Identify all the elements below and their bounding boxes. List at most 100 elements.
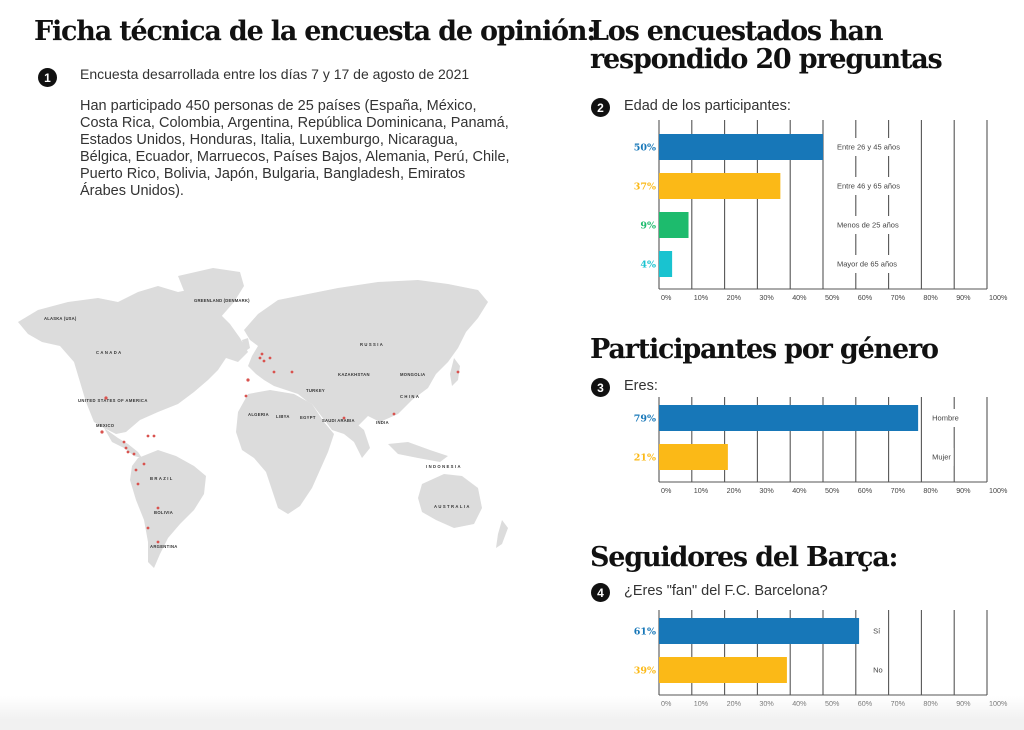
tick-label: 60% <box>858 293 873 302</box>
bar <box>659 618 860 644</box>
category-label: Sí <box>873 627 881 636</box>
africa <box>236 390 334 514</box>
survey-date-text: Encuesta desarrollada entre los días 7 y… <box>80 66 470 82</box>
bar <box>659 134 823 160</box>
map-label-indonesia: INDONESIA <box>426 464 462 469</box>
tick-label: 30% <box>759 293 774 302</box>
tick-label: 50% <box>825 486 840 495</box>
barca-title: Seguidores del Barça: <box>590 542 898 573</box>
number-badge-1: 1 <box>38 68 57 87</box>
map-land <box>18 268 508 568</box>
marker-chile <box>146 526 150 530</box>
map-label-kazakhstan: KAZAKHSTAN <box>338 372 370 377</box>
participant-markers <box>100 352 460 544</box>
bottom-fade <box>0 696 1024 730</box>
value-label: 4% <box>640 260 656 271</box>
tick-label: 70% <box>891 486 906 495</box>
category-label-bg <box>835 255 902 273</box>
map-label-india: INDIA <box>376 420 389 425</box>
indonesia <box>388 442 448 462</box>
marker-italia <box>272 370 276 374</box>
bar <box>659 657 787 683</box>
marker-peru <box>136 482 140 486</box>
tick-label: 100% <box>989 293 1008 302</box>
barca-chart-svg: 61%Sí39%No0%10%20%30%40%50%60%70%80%90%1… <box>634 610 1008 708</box>
value-label: 61% <box>634 627 656 638</box>
arabia-india <box>312 404 370 458</box>
bar <box>659 212 689 238</box>
map-label-brazil: BRAZIL <box>150 476 174 481</box>
bar <box>659 444 728 470</box>
map-label-australia: AUSTRALIA <box>434 504 471 509</box>
tick-label: 30% <box>759 486 774 495</box>
gender-chart-svg: 79% Hombre 21% Mujer 0% 10% 20% 30% 40% 50% 60% 70%… <box>634 397 1008 495</box>
age-chart: 50% Entre 26 y 45 años 37% Entre 46 y 65 añ… <box>622 120 1008 303</box>
category-label: Mujer <box>932 453 951 462</box>
number-badge-2: 2 <box>591 98 610 117</box>
category-label: Menos de 25 años <box>837 221 899 230</box>
number-badge-4: 4 <box>591 583 610 602</box>
tick-label: 40% <box>792 486 807 495</box>
marker-usa <box>104 396 108 400</box>
bar <box>659 173 781 199</box>
map-label-mexico: MEXICO <box>96 423 115 428</box>
world-map: CANADA UNITED STATES OF AMERICA GREENLAN… <box>18 268 508 568</box>
marker-panama <box>132 452 136 456</box>
value-label: 9% <box>640 221 656 232</box>
map-label-usa: UNITED STATES OF AMERICA <box>78 398 148 403</box>
tick-label: 50% <box>825 293 840 302</box>
tick-label: 90% <box>956 486 971 495</box>
marker-alemania <box>268 356 272 360</box>
bar <box>659 405 919 431</box>
marker-bangladesh <box>392 412 396 416</box>
question-age: Edad de los participantes: <box>624 98 791 114</box>
marker-colombia <box>142 462 146 466</box>
tick-label: 60% <box>858 486 873 495</box>
marker-dominicana <box>146 434 150 438</box>
marker-argentina <box>156 540 160 544</box>
tick-label: 100% <box>989 486 1008 495</box>
marker-japon <box>456 370 460 374</box>
category-label: Entre 46 y 65 años <box>837 182 900 191</box>
marker-espana <box>246 378 250 382</box>
map-label-turkey: TURKEY <box>306 388 325 393</box>
map-label-algeria: ALGERIA <box>248 412 269 417</box>
australia <box>418 474 482 528</box>
gender-title: Participantes por género <box>590 334 939 365</box>
north-america <box>18 286 248 434</box>
map-label-argentina: ARGENTINA <box>150 544 178 549</box>
tick-label: 70% <box>891 293 906 302</box>
category-label-bg <box>930 409 958 427</box>
marker-mexico <box>100 430 104 434</box>
category-label-bg <box>835 138 910 156</box>
tick-label: 10% <box>694 293 709 302</box>
tick-label: 80% <box>923 293 938 302</box>
category-label: No <box>873 666 883 675</box>
tick-label: 20% <box>727 293 742 302</box>
marker-emiratos <box>342 416 346 420</box>
map-label-saudi-arabia: SAUDI ARABIA <box>322 418 355 423</box>
marker-belgica <box>258 356 262 360</box>
marker-paises-bajos <box>260 352 264 356</box>
central-america <box>104 428 142 458</box>
map-label-bolivia: BOLIVIA <box>154 510 173 515</box>
map-label-egypt: EGYPT <box>300 415 316 420</box>
questions-title: Los encuestados han respondido 20 pregun… <box>590 16 943 76</box>
greenland <box>178 268 244 322</box>
map-label-mongolia: MONGOLIA <box>400 372 425 377</box>
marker-nicaragua <box>124 446 128 450</box>
map-label-alaska: ALASKA (USA) <box>44 316 77 321</box>
marker-honduras <box>122 440 126 444</box>
marker-costa-rica <box>126 450 130 454</box>
barca-chart: 61%Sí39%No0%10%20%30%40%50%60%70%80%90%1… <box>622 610 1008 709</box>
marker-luxemburgo <box>262 359 266 363</box>
question-barca-fan: ¿Eres "fan" del F.C. Barcelona? <box>624 583 828 599</box>
marker-bolivia <box>156 506 160 510</box>
map-label-china: CHINA <box>400 394 420 399</box>
age-chart-svg: 50% Entre 26 y 45 años 37% Entre 46 y 65 añ… <box>634 120 1008 302</box>
tick-label: 20% <box>727 486 742 495</box>
marker-marruecos <box>244 394 248 398</box>
tick-label: 40% <box>792 293 807 302</box>
uk <box>242 338 250 352</box>
tick-label: 80% <box>923 486 938 495</box>
